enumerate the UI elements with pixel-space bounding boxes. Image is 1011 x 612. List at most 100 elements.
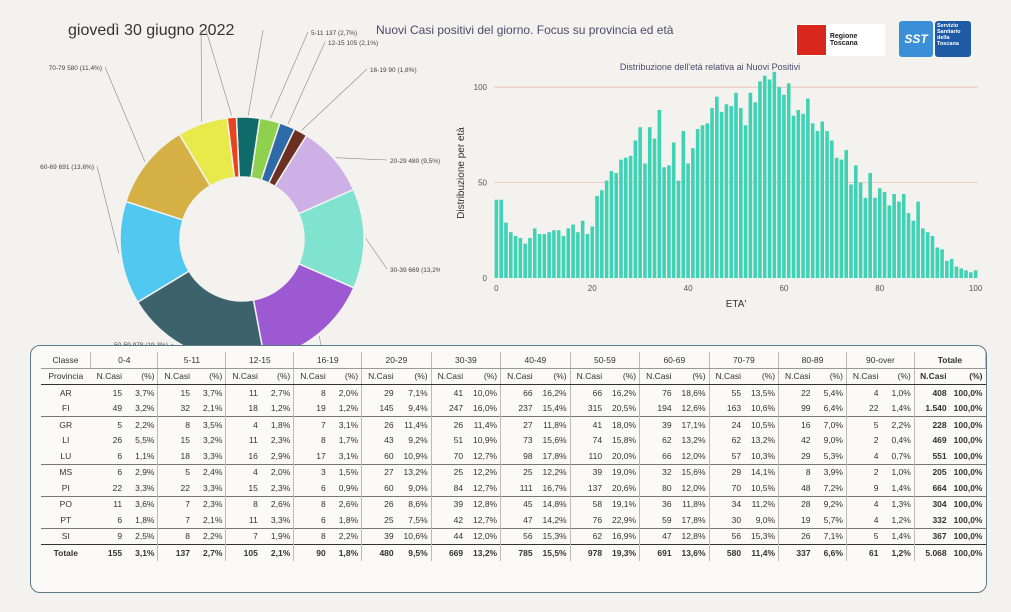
table-cell-provincia: LU bbox=[60, 450, 72, 461]
histogram-bar bbox=[571, 224, 575, 278]
histogram-bar bbox=[734, 92, 738, 278]
table-cell-pct: 3,3% bbox=[192, 480, 227, 496]
histogram-bar bbox=[504, 222, 508, 278]
histogram-bar bbox=[576, 232, 580, 278]
table-cell-ncasi: 39 bbox=[570, 463, 606, 480]
table-cell-ncasi: 22 bbox=[112, 482, 123, 493]
table-cell-pct: 1,8% bbox=[125, 512, 159, 528]
histogram-bar bbox=[973, 270, 978, 278]
table-cell-ncasi: 11 bbox=[249, 387, 258, 398]
table-cell-pct: 16,2% bbox=[605, 384, 641, 401]
histogram-bar bbox=[724, 104, 729, 278]
table-cell-ncasi: 39 bbox=[361, 527, 397, 545]
table-row: GR 5 2,2% 8 3,5% 4 1,8% 7 3,1% 26 11,4% 26 11,4% 27 11… bbox=[41, 416, 986, 433]
table-subheader-ncasi: N.Casi bbox=[157, 368, 193, 385]
table-cell-pct: 11,8% bbox=[674, 495, 710, 512]
histogram-bar bbox=[901, 194, 906, 278]
table-cell-ncasi: 26 bbox=[112, 435, 123, 446]
table-cell-ncasi: 580 bbox=[709, 544, 745, 561]
table-subheader-pct: (%) bbox=[881, 368, 915, 385]
table-cell-pct: 7,1% bbox=[396, 384, 432, 401]
table-cell-ncasi: 6 bbox=[117, 450, 123, 461]
table-subheader-ncasi: N.Casi bbox=[90, 368, 126, 385]
table-cell-pct: 11,2% bbox=[744, 495, 780, 512]
table-cell-pct: 11,4% bbox=[466, 416, 502, 433]
table-cell-pct: 0,9% bbox=[328, 480, 363, 496]
table-cell-pct: 3,1% bbox=[125, 544, 159, 561]
histogram-bar bbox=[830, 140, 834, 278]
histogram-bar bbox=[959, 268, 964, 278]
table-cell-ncasi: 62 bbox=[662, 435, 672, 446]
table-cell-pct: 2,3% bbox=[192, 495, 227, 512]
histogram-bar bbox=[595, 195, 599, 278]
table-cell-pct: 2,6% bbox=[260, 495, 295, 512]
table-cell-ncasi: 8 bbox=[321, 435, 326, 446]
sst-logo-mark: SST bbox=[899, 21, 933, 57]
table-cell-ncasi: 4 bbox=[846, 495, 882, 512]
histogram-bar bbox=[667, 165, 671, 278]
table-cell-ncasi: 4 bbox=[225, 463, 261, 480]
table-cell-ncasi: 74 bbox=[592, 435, 603, 446]
histogram-ytick-label: 0 bbox=[483, 274, 488, 283]
table-cell-pct: 1,8% bbox=[260, 416, 295, 433]
histogram-bar bbox=[710, 108, 714, 278]
table-subheader-pct: (%) bbox=[125, 368, 159, 385]
histogram-bar bbox=[528, 237, 532, 278]
table-cell-total-ncasi: 469 bbox=[932, 435, 947, 446]
table-cell-pct: 17,8% bbox=[535, 448, 571, 464]
table-cell-pct: 7,0% bbox=[813, 416, 847, 433]
table-cell-pct: 13,2% bbox=[674, 432, 710, 448]
table-cell-pct: 11,4% bbox=[744, 544, 780, 561]
table-cell-ncasi: 48 bbox=[801, 482, 811, 493]
donut-slice-90-over bbox=[226, 116, 240, 179]
table-cell-ncasi: 11 bbox=[90, 495, 126, 512]
table-cell-provincia: MS bbox=[41, 463, 91, 480]
histogram-bar bbox=[508, 232, 513, 278]
table-cell-ncasi: 8 bbox=[321, 387, 326, 398]
table-cell-provincia: PI bbox=[61, 482, 70, 493]
table-cell-provincia: Totale bbox=[41, 544, 91, 561]
table-cell-ncasi: 62 bbox=[570, 527, 606, 545]
table-subheader-pct: (%) bbox=[949, 368, 986, 385]
table-cell-pct: 20,5% bbox=[605, 400, 641, 417]
table-cell-pct: 2,9% bbox=[125, 463, 159, 480]
table-cell-ncasi: 8 bbox=[293, 527, 329, 545]
table-cell-pct: 8,6% bbox=[396, 495, 432, 512]
histogram-xtick-label: 60 bbox=[779, 284, 788, 293]
sst-logo: SST Servizio Sanitario della Toscana bbox=[899, 21, 971, 57]
table-cell-ncasi: 237 bbox=[518, 403, 533, 414]
histogram-bar bbox=[628, 155, 633, 278]
table-cell-ncasi: 11 bbox=[249, 435, 258, 446]
table-header-age-group: 16-19 bbox=[293, 352, 363, 369]
table-cell-ncasi: 3 bbox=[293, 463, 329, 480]
table-cell-pct: 13,6% bbox=[674, 544, 710, 561]
table-cell-ncasi: 691 bbox=[639, 544, 675, 561]
table-cell-pct: 12,0% bbox=[466, 527, 502, 545]
table-cell-ncasi: 15 bbox=[112, 387, 123, 398]
table-cell-ncasi: 66 bbox=[523, 387, 533, 398]
donut-leader-line bbox=[96, 165, 120, 254]
histogram-bar bbox=[556, 230, 561, 278]
table-cell-ncasi: 32 bbox=[180, 403, 190, 414]
table-cell-pct: 11,4% bbox=[396, 416, 432, 433]
table-cell-pct: 20,6% bbox=[605, 480, 641, 496]
table-header-age-group: 12-15 bbox=[225, 352, 295, 369]
table-cell-pct: 3,7% bbox=[192, 384, 227, 401]
table-header-age-group: 70-79 bbox=[709, 352, 780, 369]
table-cell-ncasi: 110 bbox=[588, 450, 603, 461]
table-cell-pct: 9,2% bbox=[813, 495, 847, 512]
histogram-bar bbox=[561, 236, 566, 278]
histogram-bar bbox=[801, 113, 805, 278]
table-cell-ncasi: 669 bbox=[431, 544, 467, 561]
table-cell-ncasi: 27 bbox=[361, 463, 397, 480]
table-cell-pct: 3,3% bbox=[260, 512, 295, 528]
histogram-bar bbox=[782, 94, 786, 279]
table-row: FI 49 3,2% 32 2,1% 18 1,2% 19 1,2% 145 9,4% 247 16,0… bbox=[41, 400, 986, 417]
table-cell-total-ncasi: 551 bbox=[932, 450, 947, 461]
table-cell-pct: 2,3% bbox=[260, 480, 295, 496]
table-cell-pct: 2,5% bbox=[125, 527, 159, 545]
table-cell-total-ncasi: 367 bbox=[914, 527, 950, 545]
table-row: SI 9 2,5% 8 2,2% 7 1,9% 8 2,2% 39 10,6% 44 12,0% 56 15… bbox=[41, 527, 986, 545]
table-cell-pct: 12,0% bbox=[674, 448, 710, 464]
table-cell-ncasi: 56 bbox=[500, 527, 536, 545]
